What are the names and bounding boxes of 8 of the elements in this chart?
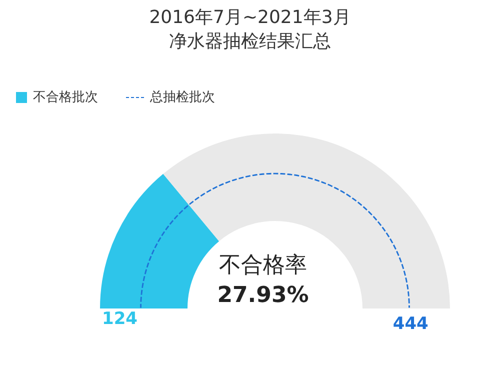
text: 不合格率 bbox=[219, 253, 307, 278]
chart-title: 2016年7月~2021年3月 bbox=[148, 6, 352, 30]
legend-label: 总抽检批次 bbox=[150, 89, 215, 106]
chart-subtitle: 净水器抽检结果汇总 bbox=[168, 30, 332, 54]
legend-label: 不合格批次 bbox=[33, 89, 98, 106]
data-label: 124 bbox=[102, 308, 138, 329]
text: 27.93% bbox=[217, 283, 309, 308]
data-label: 444 bbox=[392, 314, 429, 334]
